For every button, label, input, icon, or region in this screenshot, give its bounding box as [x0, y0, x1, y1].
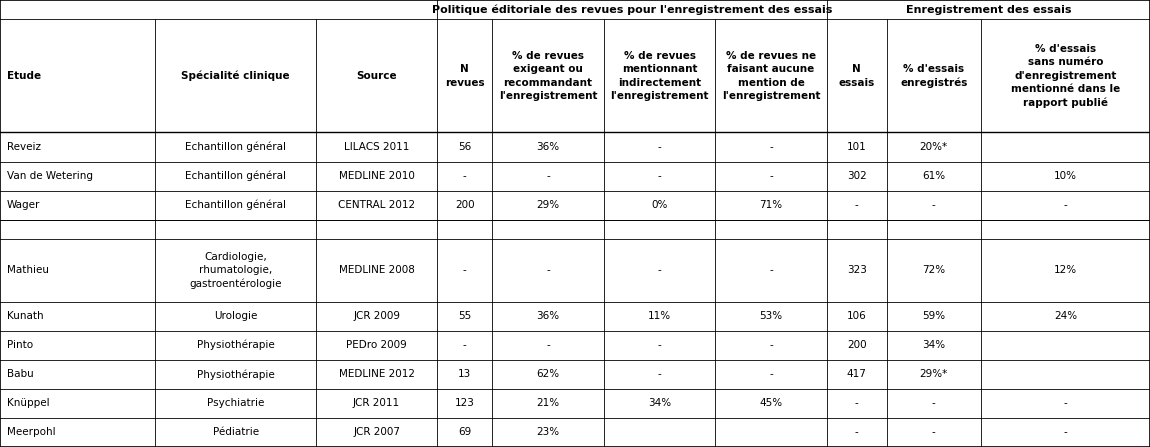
Text: -: - [658, 142, 661, 152]
Text: Echantillon général: Echantillon général [185, 142, 286, 152]
Text: % de revues ne
faisant aucune
mention de
l'enregistrement: % de revues ne faisant aucune mention de… [722, 51, 820, 101]
Text: 55: 55 [458, 311, 472, 321]
Text: -: - [769, 142, 773, 152]
Text: -: - [1064, 398, 1067, 409]
Text: -: - [1064, 200, 1067, 210]
Text: 61%: 61% [922, 171, 945, 181]
Text: MEDLINE 2012: MEDLINE 2012 [338, 369, 415, 380]
Text: -: - [932, 398, 936, 409]
Text: Kunath: Kunath [7, 311, 44, 321]
Text: Wager: Wager [7, 200, 40, 210]
Text: 23%: 23% [536, 427, 560, 438]
Text: Source: Source [356, 71, 397, 81]
Text: -: - [658, 340, 661, 350]
Text: 417: 417 [846, 369, 867, 380]
Text: Mathieu: Mathieu [7, 266, 49, 275]
Text: Etude: Etude [7, 71, 41, 81]
Text: N
essais: N essais [838, 64, 875, 88]
Text: Cardiologie,
rhumatologie,
gastroentérologie: Cardiologie, rhumatologie, gastroentérol… [190, 252, 282, 289]
Text: Pédiatrie: Pédiatrie [213, 427, 259, 438]
Text: -: - [546, 340, 550, 350]
Text: 29%: 29% [536, 200, 560, 210]
Text: 13: 13 [458, 369, 472, 380]
Text: -: - [462, 171, 467, 181]
Text: -: - [658, 369, 661, 380]
Text: Politique éditoriale des revues pour l'enregistrement des essais: Politique éditoriale des revues pour l'e… [431, 4, 833, 15]
Text: 200: 200 [846, 340, 867, 350]
Text: 29%*: 29%* [920, 369, 948, 380]
Text: 20%*: 20%* [920, 142, 948, 152]
Text: Reveiz: Reveiz [7, 142, 41, 152]
Text: 106: 106 [846, 311, 867, 321]
Text: Physiothérapie: Physiothérapie [197, 340, 275, 350]
Text: -: - [769, 171, 773, 181]
Text: JCR 2007: JCR 2007 [353, 427, 400, 438]
Text: 36%: 36% [536, 311, 560, 321]
Text: % de revues
mentionnant
indirectement
l'enregistrement: % de revues mentionnant indirectement l'… [611, 51, 708, 101]
Text: CENTRAL 2012: CENTRAL 2012 [338, 200, 415, 210]
Text: 34%: 34% [647, 398, 672, 409]
Text: Knüppel: Knüppel [7, 398, 49, 409]
Text: Urologie: Urologie [214, 311, 258, 321]
Text: 101: 101 [846, 142, 867, 152]
Text: 200: 200 [454, 200, 475, 210]
Text: 12%: 12% [1053, 266, 1078, 275]
Text: -: - [854, 200, 859, 210]
Text: 21%: 21% [536, 398, 560, 409]
Text: 36%: 36% [536, 142, 560, 152]
Text: 71%: 71% [759, 200, 783, 210]
Text: Echantillon général: Echantillon général [185, 200, 286, 211]
Text: 24%: 24% [1053, 311, 1078, 321]
Text: -: - [462, 340, 467, 350]
Text: % d'essais
sans numéro
d'enregistrement
mentionné dans le
rapport publié: % d'essais sans numéro d'enregistrement … [1011, 44, 1120, 108]
Text: % d'essais
enregistrés: % d'essais enregistrés [900, 64, 967, 88]
Text: 45%: 45% [759, 398, 783, 409]
Text: 0%: 0% [651, 200, 668, 210]
Text: Babu: Babu [7, 369, 33, 380]
Text: -: - [854, 427, 859, 438]
Text: -: - [1064, 427, 1067, 438]
Text: -: - [932, 200, 936, 210]
Text: -: - [546, 266, 550, 275]
Text: -: - [462, 266, 467, 275]
Text: 11%: 11% [647, 311, 672, 321]
Text: -: - [769, 369, 773, 380]
Text: JCR 2011: JCR 2011 [353, 398, 400, 409]
Text: -: - [546, 171, 550, 181]
Text: Enregistrement des essais: Enregistrement des essais [906, 5, 1071, 15]
Text: -: - [854, 398, 859, 409]
Text: LILACS 2011: LILACS 2011 [344, 142, 409, 152]
Text: Spécialité clinique: Spécialité clinique [182, 71, 290, 81]
Text: 302: 302 [846, 171, 867, 181]
Text: 72%: 72% [922, 266, 945, 275]
Text: Physiothérapie: Physiothérapie [197, 369, 275, 380]
Text: MEDLINE 2010: MEDLINE 2010 [339, 171, 414, 181]
Text: -: - [769, 266, 773, 275]
Text: PEDro 2009: PEDro 2009 [346, 340, 407, 350]
Text: Pinto: Pinto [7, 340, 33, 350]
Text: Van de Wetering: Van de Wetering [7, 171, 93, 181]
Text: 323: 323 [846, 266, 867, 275]
Text: % de revues
exigeant ou
recommandant
l'enregistrement: % de revues exigeant ou recommandant l'e… [499, 51, 597, 101]
Text: -: - [658, 171, 661, 181]
Text: Psychiatrie: Psychiatrie [207, 398, 264, 409]
Text: 10%: 10% [1053, 171, 1076, 181]
Text: 59%: 59% [922, 311, 945, 321]
Text: -: - [932, 427, 936, 438]
Text: JCR 2009: JCR 2009 [353, 311, 400, 321]
Text: 62%: 62% [536, 369, 560, 380]
Text: 69: 69 [458, 427, 472, 438]
Text: 123: 123 [454, 398, 475, 409]
Text: MEDLINE 2008: MEDLINE 2008 [339, 266, 414, 275]
Text: 53%: 53% [759, 311, 783, 321]
Text: Echantillon général: Echantillon général [185, 171, 286, 181]
Text: Meerpohl: Meerpohl [7, 427, 55, 438]
Text: N
revues: N revues [445, 64, 484, 88]
Text: -: - [658, 266, 661, 275]
Text: 34%: 34% [922, 340, 945, 350]
Text: 56: 56 [458, 142, 472, 152]
Text: -: - [769, 340, 773, 350]
